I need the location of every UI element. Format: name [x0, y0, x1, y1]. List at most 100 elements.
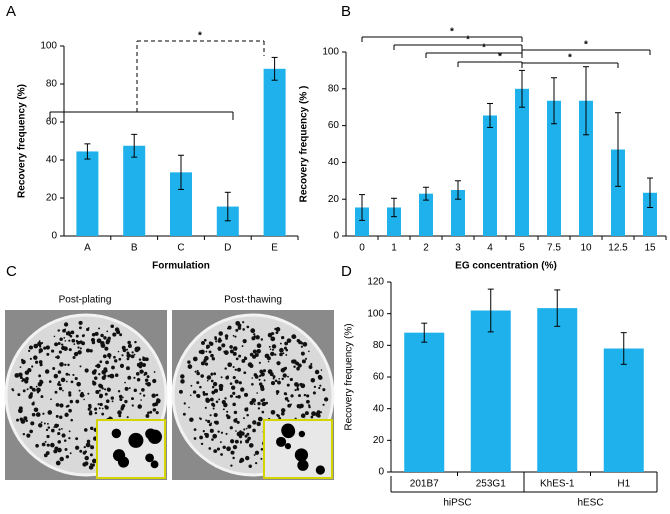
annotation: *: [450, 27, 454, 38]
colony: [205, 434, 209, 438]
colony: [291, 334, 297, 339]
colony: [28, 349, 31, 352]
colony: [57, 440, 62, 444]
y-tick-label: 0: [378, 467, 384, 478]
colony: [270, 336, 276, 342]
colony: [14, 373, 20, 378]
colony: [87, 407, 91, 411]
colony: [232, 444, 238, 450]
colony: [112, 332, 117, 337]
colony: [246, 325, 250, 329]
x-axis-label: EG concentration (%): [455, 261, 557, 272]
colony: [199, 417, 202, 421]
colony: [70, 380, 74, 384]
colony: [262, 398, 266, 402]
colony: [224, 350, 229, 355]
colony: [281, 335, 285, 340]
colony: [91, 340, 96, 345]
colony: [238, 354, 242, 358]
colony: [84, 455, 89, 461]
y-tick-label: 60: [328, 120, 340, 131]
x-tick-label: B: [131, 243, 138, 254]
bar: [76, 151, 99, 236]
colony: [261, 401, 267, 407]
colony: [46, 443, 50, 447]
inset: [96, 419, 166, 479]
y-axis-label: Recovery frequency (% ): [299, 86, 310, 203]
colony: [125, 366, 130, 371]
colony: [70, 418, 73, 422]
colony: [248, 443, 254, 448]
colony: [261, 410, 265, 414]
colony: [88, 403, 92, 408]
colony: [59, 337, 63, 342]
colony: [38, 351, 41, 354]
colony: [85, 442, 91, 448]
colony: [90, 426, 94, 431]
colony: [118, 357, 122, 361]
colony: [36, 387, 41, 393]
colony: [98, 389, 101, 392]
colony: [190, 384, 193, 387]
colony: [267, 332, 273, 338]
colony: [25, 419, 28, 422]
colony: [32, 388, 36, 392]
colony: [257, 416, 263, 422]
colony: [254, 374, 259, 379]
colony: [68, 348, 72, 352]
colony: [231, 385, 236, 390]
colony: [205, 419, 208, 422]
colony: [275, 389, 280, 394]
colony: [200, 349, 205, 355]
colony: [281, 424, 296, 439]
colony: [279, 348, 282, 351]
colony: [17, 393, 21, 397]
colony: [87, 327, 90, 329]
colony: [98, 407, 101, 410]
colony: [219, 441, 222, 444]
colony: [22, 432, 26, 436]
colony: [310, 362, 313, 366]
colony: [20, 358, 24, 362]
colony: [17, 408, 23, 414]
colony: [271, 348, 275, 351]
colony: [64, 447, 68, 451]
colony: [206, 379, 209, 382]
colony: [43, 422, 46, 425]
colony: [210, 372, 214, 376]
colony: [182, 412, 186, 416]
colony: [128, 432, 144, 448]
colony: [264, 353, 270, 359]
colony: [298, 430, 306, 438]
colony: [48, 380, 52, 383]
x-tick-label: A: [84, 243, 91, 254]
error-bar: [178, 154, 184, 190]
colony: [213, 372, 217, 376]
colony: [81, 334, 85, 338]
bar: [470, 310, 511, 472]
colony: [72, 373, 75, 377]
colony: [141, 363, 146, 368]
colony: [126, 357, 130, 361]
y-tick-label: 60: [373, 372, 385, 383]
colony: [66, 331, 72, 336]
bar: [547, 100, 561, 236]
colony: [294, 448, 309, 462]
colony: [101, 387, 104, 390]
colony: [103, 336, 107, 340]
colony: [227, 325, 232, 330]
colony: [218, 398, 221, 401]
colony: [75, 437, 79, 441]
colony: [235, 357, 239, 361]
colony: [104, 392, 108, 396]
colony: [99, 402, 103, 407]
colony: [308, 405, 311, 409]
colony: [256, 343, 262, 349]
colony: [99, 384, 104, 389]
colony: [155, 411, 159, 415]
colony: [270, 381, 276, 386]
colony: [92, 381, 97, 386]
colony: [127, 340, 131, 345]
colony: [308, 365, 313, 369]
